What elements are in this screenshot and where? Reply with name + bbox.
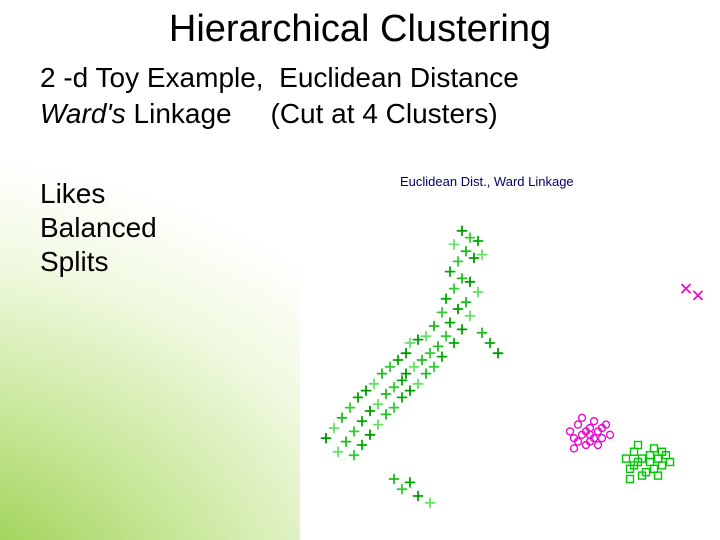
cluster-green-square: [623, 442, 674, 483]
side-text-balanced: Balanced: [40, 212, 157, 244]
slide-title: Hierarchical Clustering: [0, 8, 720, 51]
cluster-green-plus: [322, 226, 503, 507]
cluster-magenta-x: [682, 285, 702, 300]
subtitle-line-2: Ward's Linkage (Cut at 4 Clusters): [40, 98, 498, 130]
chart-title: Euclidean Dist., Ward Linkage: [400, 174, 574, 189]
cluster-magenta-circle: [567, 414, 614, 452]
scatter-plot-svg: [300, 170, 720, 540]
scatter-chart: Euclidean Dist., Ward Linkage: [300, 170, 720, 540]
side-text-splits: Splits: [40, 246, 108, 278]
side-text-likes: Likes: [40, 178, 105, 210]
slide-root: Hierarchical Clustering 2 -d Toy Example…: [0, 0, 720, 540]
wards-italic: Ward's: [40, 98, 126, 129]
subtitle-line-1: 2 -d Toy Example, Euclidean Distance: [40, 62, 519, 94]
